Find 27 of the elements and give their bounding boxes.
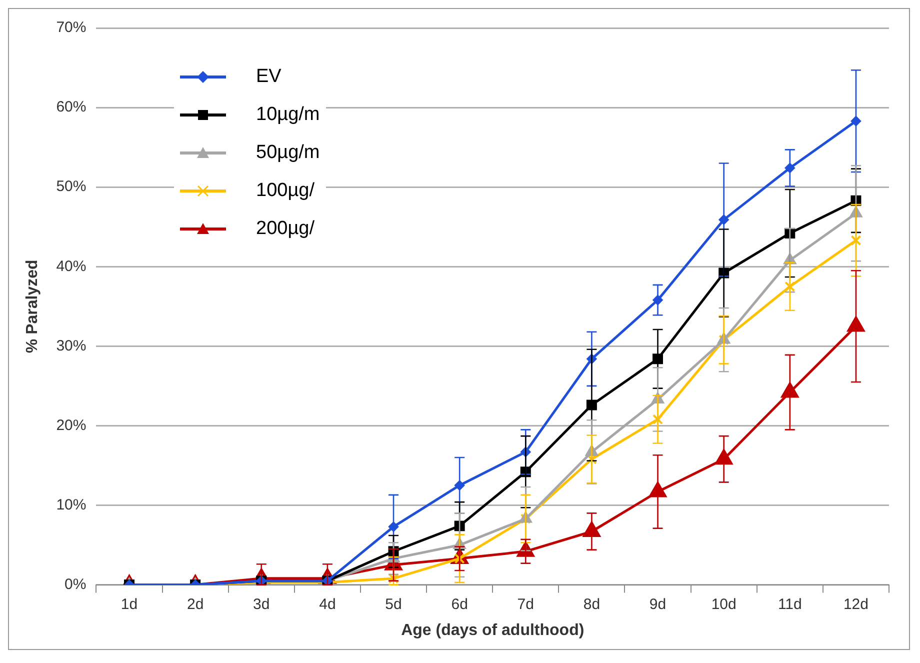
x-tick-label: 8d <box>583 596 600 613</box>
y-tick-label: 0% <box>64 576 86 593</box>
y-tick-label: 60% <box>56 98 86 116</box>
x-tick-label: 2d <box>186 596 204 613</box>
x-tick-label: 4d <box>319 596 336 613</box>
x-tick-label: 6d <box>451 596 468 613</box>
y-tick-label: 30% <box>56 337 86 354</box>
legend-label: EV <box>256 66 282 88</box>
x-tick-label: 10d <box>711 596 736 613</box>
legend-label: 50µg/m <box>256 142 320 164</box>
x-tick-label: 9d <box>649 596 666 613</box>
x-tick-label: 7d <box>517 596 534 613</box>
y-tick-label: 20% <box>56 416 86 434</box>
legend-label: 100µg/ <box>256 180 314 202</box>
y-tick-label: 70% <box>56 19 86 36</box>
x-axis-title: Age (days of adulthood) <box>401 622 584 639</box>
legend-label: 200µg/ <box>256 218 314 240</box>
x-tick-label: 11d <box>778 596 802 613</box>
y-axis-title: % Paralyzed <box>24 260 42 354</box>
x-tick-label: 5d <box>385 596 402 613</box>
legend-label: 10µg/m <box>256 104 320 126</box>
x-tick-label: 3d <box>253 596 270 613</box>
y-tick-label: 10% <box>56 496 86 514</box>
x-tick-label: 12d <box>843 596 868 613</box>
y-tick-label: 40% <box>56 258 86 275</box>
x-tick-label: 1d <box>120 596 138 613</box>
y-tick-label: 50% <box>56 178 86 196</box>
